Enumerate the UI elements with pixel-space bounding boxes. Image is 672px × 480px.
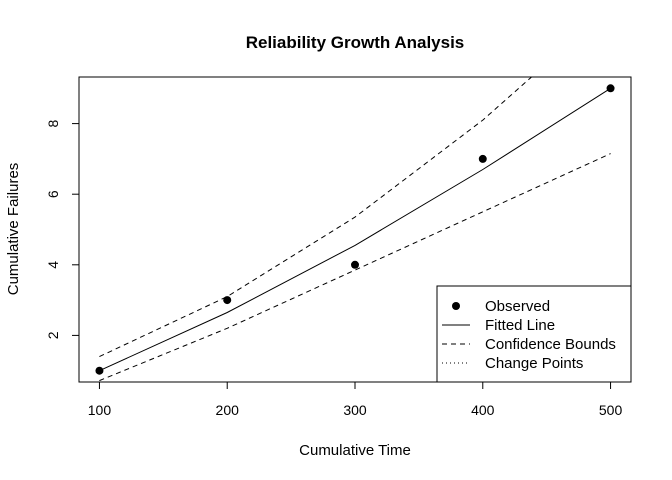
- observed-point: [95, 366, 104, 375]
- plot-area: [95, 77, 615, 382]
- x-tick-label: 400: [471, 402, 495, 418]
- x-tick-label: 300: [343, 402, 367, 418]
- observed-point: [606, 84, 615, 93]
- x-axis-label: Cumulative Time: [299, 442, 411, 459]
- x-tick-label: 500: [599, 402, 623, 418]
- legend-label-fitted-line: Fitted Line: [485, 317, 555, 334]
- y-axis-label: Cumulative Failures: [5, 163, 22, 296]
- y-tick-label: 6: [45, 190, 61, 198]
- x-tick-label: 100: [88, 402, 112, 418]
- y-tick-label: 8: [45, 119, 61, 127]
- legend-box: [436, 285, 632, 383]
- y-tick-label: 2: [45, 331, 61, 339]
- lower-confidence-bounds-line: [99, 153, 611, 382]
- legend-label-observed: Observed: [485, 298, 550, 315]
- legend-symbol-observed: [452, 302, 460, 310]
- x-axis: 100 200 300 400 500: [88, 382, 623, 418]
- y-tick-label: 4: [45, 261, 61, 269]
- x-tick-label: 200: [216, 402, 240, 418]
- observed-point: [351, 260, 359, 269]
- chart-title: Reliability Growth Analysis: [246, 33, 465, 52]
- observed-point: [478, 154, 487, 163]
- legend: Observed Fitted Line Confidence Bounds Chan…: [436, 285, 632, 383]
- upper-confidence-bounds-line: [99, 77, 533, 358]
- legend-label-change-points: Change Points: [485, 355, 583, 372]
- y-axis: 2 4 6 8: [45, 119, 79, 339]
- fitted-line-line: [99, 87, 611, 372]
- legend-label-confidence-bounds: Confidence Bounds: [485, 336, 616, 353]
- observed-point: [223, 296, 232, 305]
